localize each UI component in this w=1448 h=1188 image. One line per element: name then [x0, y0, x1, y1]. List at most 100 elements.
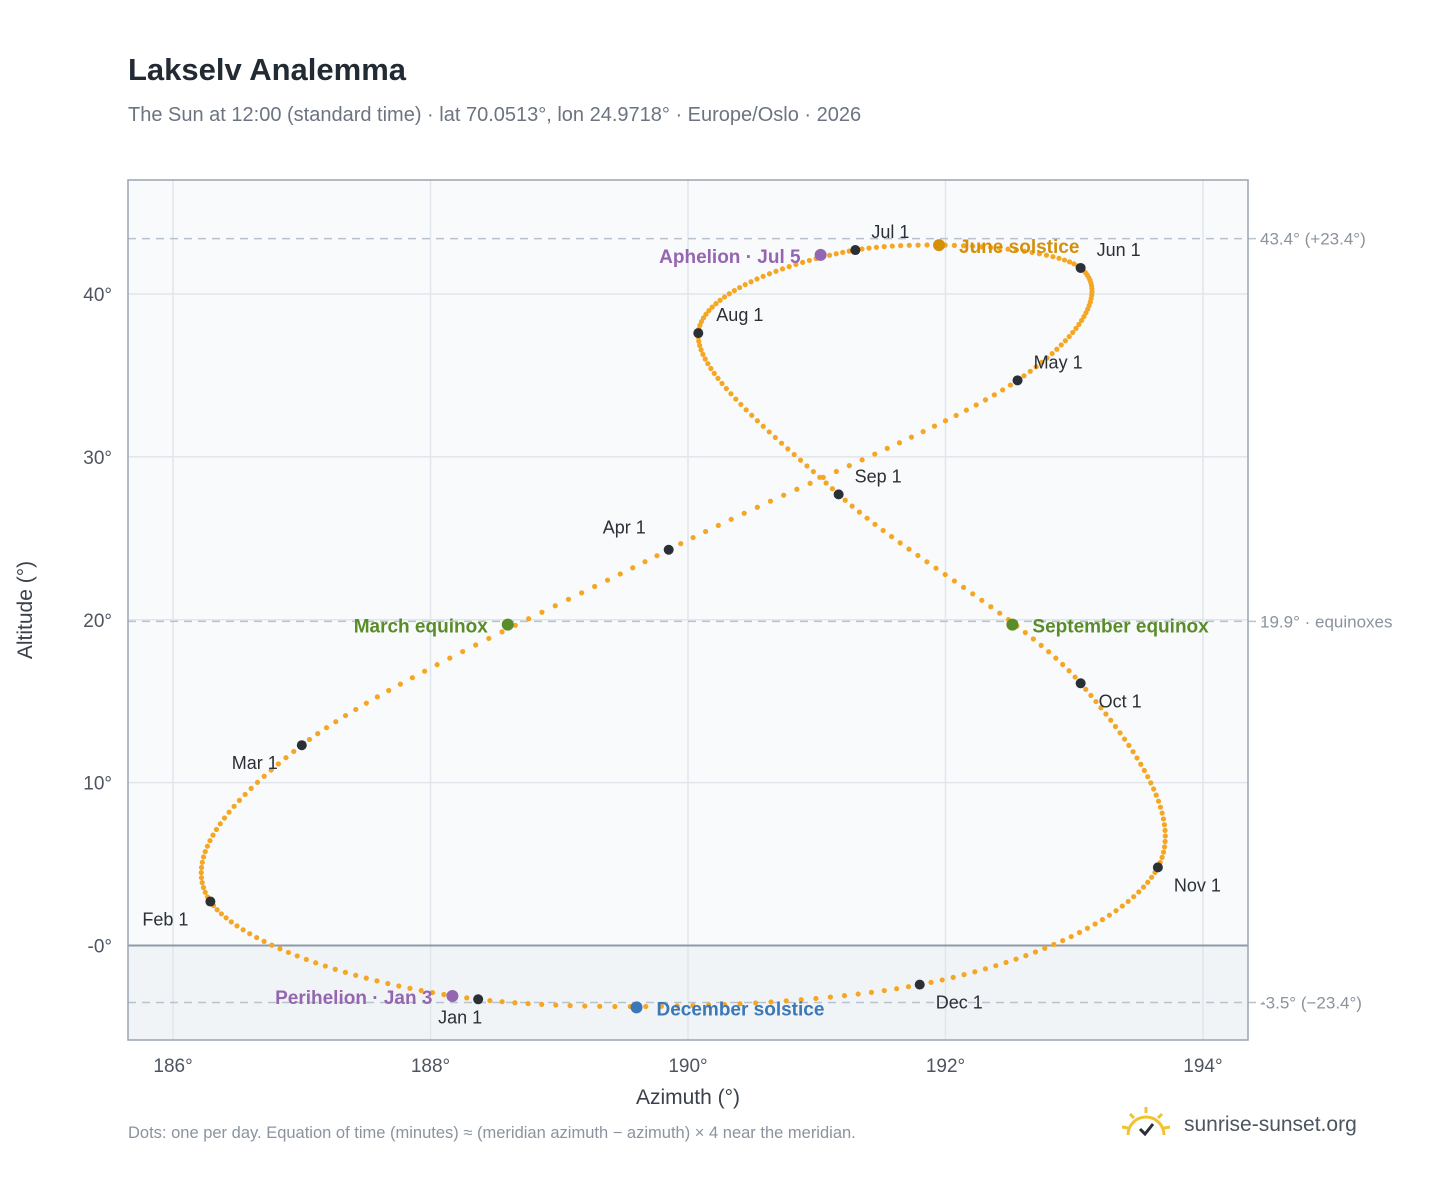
- daily-dot: [1153, 792, 1159, 798]
- daily-dot: [1141, 767, 1147, 774]
- daily-dot: [700, 351, 706, 357]
- daily-dot: [322, 963, 328, 969]
- daily-dot: [228, 919, 234, 925]
- x-tick-label: 192°: [926, 1056, 965, 1077]
- daily-dot: [231, 803, 237, 809]
- daily-dot: [823, 480, 829, 486]
- daily-dot: [960, 584, 967, 591]
- event-marker: [933, 239, 946, 252]
- daily-dot: [872, 451, 878, 457]
- daily-dot: [993, 963, 999, 969]
- daily-dot: [953, 412, 959, 419]
- event-marker: [1006, 618, 1019, 631]
- daily-dot: [374, 978, 380, 984]
- event-label: March equinox: [354, 617, 489, 638]
- daily-dot: [737, 1001, 743, 1007]
- daily-dot: [1013, 247, 1019, 253]
- daily-dot: [277, 946, 283, 952]
- daily-dot: [1083, 686, 1089, 692]
- daily-dot: [690, 534, 696, 541]
- daily-dot: [1148, 874, 1155, 880]
- daily-dot: [950, 974, 956, 980]
- daily-dot: [766, 429, 772, 435]
- y-tick-label: -0°: [88, 937, 113, 958]
- daily-dot: [658, 1003, 665, 1009]
- brand-logo[interactable]: sunrise-sunset.org: [1120, 1100, 1357, 1150]
- daily-dot: [1050, 254, 1056, 260]
- daily-dot: [742, 282, 748, 288]
- daily-dot: [846, 463, 852, 469]
- daily-dot: [409, 675, 415, 681]
- daily-dot: [582, 1003, 588, 1009]
- daily-dot: [642, 559, 648, 565]
- daily-dot: [1148, 780, 1154, 786]
- daily-dot: [1159, 854, 1165, 860]
- daily-dot: [690, 1003, 696, 1009]
- daily-dot: [268, 767, 274, 773]
- daily-dot: [896, 440, 903, 446]
- daily-dot: [1054, 346, 1060, 352]
- daily-dot: [1051, 941, 1057, 948]
- daily-dot: [804, 463, 810, 469]
- month-marker: [296, 740, 307, 751]
- daily-dot: [713, 301, 719, 307]
- daily-dot: [654, 553, 660, 559]
- daily-dot: [733, 396, 739, 402]
- daily-dot: [422, 668, 428, 674]
- daily-dot: [1159, 810, 1165, 816]
- daily-dot: [254, 934, 260, 941]
- daily-dot: [791, 451, 797, 458]
- daily-dot: [512, 622, 518, 628]
- daily-dot: [961, 972, 967, 978]
- daily-dot: [810, 469, 816, 475]
- daily-dot: [715, 522, 721, 529]
- month-label: Jul 1: [871, 222, 909, 242]
- daily-dot: [881, 987, 887, 994]
- daily-dot: [754, 504, 760, 510]
- daily-dot: [868, 989, 875, 995]
- daily-dot: [1093, 698, 1099, 705]
- plot-frame: [127, 179, 1249, 1041]
- daily-dot: [939, 977, 945, 983]
- daily-dot: [894, 986, 900, 992]
- daily-dot: [1145, 879, 1151, 885]
- daily-dot: [897, 540, 903, 546]
- daily-dot: [247, 931, 253, 937]
- daily-dot: [1058, 342, 1064, 348]
- daily-dot: [333, 719, 339, 725]
- daily-dot: [1022, 629, 1028, 636]
- daily-dot: [711, 370, 717, 376]
- y-tick-label: 20°: [83, 611, 112, 632]
- daily-dot: [741, 510, 747, 516]
- daily-dot: [315, 731, 321, 737]
- daily-dot: [552, 603, 558, 609]
- daily-dot: [737, 284, 743, 291]
- daily-dot: [833, 468, 839, 475]
- daily-dot: [849, 503, 855, 509]
- daily-dot: [234, 923, 240, 929]
- daily-dot: [213, 826, 220, 833]
- daily-dot: [806, 257, 813, 264]
- daily-dot: [1088, 692, 1094, 699]
- daily-dot: [643, 1003, 649, 1010]
- daily-dot: [269, 942, 275, 948]
- daily-dot: [866, 245, 872, 251]
- daily-dot: [221, 815, 228, 821]
- daily-dot: [709, 304, 715, 310]
- daily-dot: [721, 1001, 728, 1008]
- daily-dot: [798, 997, 804, 1003]
- daily-dot: [708, 365, 714, 372]
- event-label: Perihelion · Jan 3: [275, 988, 432, 1009]
- daily-dot: [1125, 898, 1131, 905]
- page-subtitle: The Sun at 12:00 (standard time) · lat 7…: [128, 104, 862, 126]
- x-tick-label: 186°: [153, 1056, 192, 1077]
- daily-dot: [960, 243, 967, 249]
- event-marker: [814, 248, 827, 261]
- daily-dot: [753, 1000, 759, 1006]
- month-label: Dec 1: [936, 993, 983, 1013]
- daily-dot: [223, 915, 229, 921]
- daily-dot: [785, 446, 791, 452]
- month-label: Oct 1: [1099, 691, 1142, 711]
- daily-dot: [353, 972, 359, 978]
- daily-dot: [1119, 903, 1125, 909]
